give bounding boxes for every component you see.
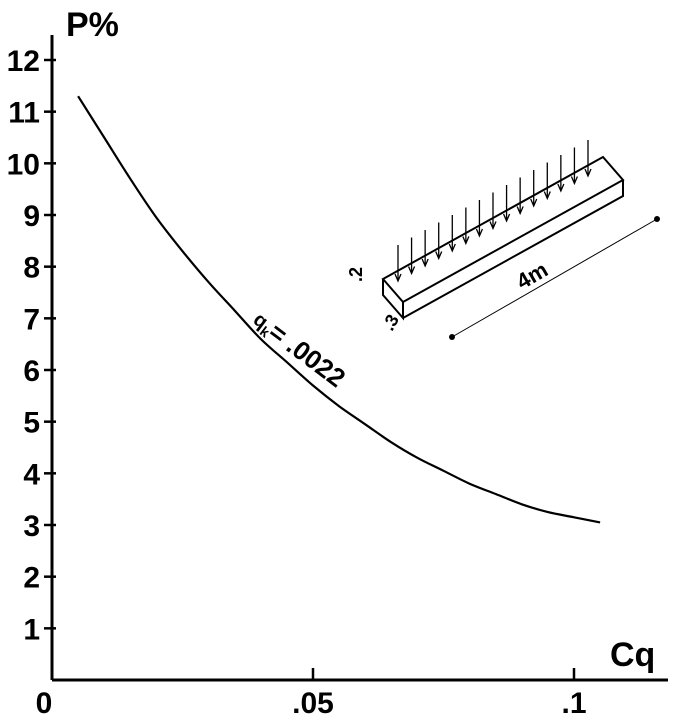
load-arrow-icon (475, 200, 484, 238)
y-tick-label: 9 (23, 200, 40, 233)
x-axis-title: Cq (610, 636, 655, 674)
load-arrows (394, 140, 592, 283)
x-tick-label: .05 (292, 687, 334, 718)
x-ticks: 0 .05 .1 (36, 668, 587, 718)
x-tick-label: 0 (36, 687, 53, 718)
curve-annotation: qk= .0022 (247, 304, 351, 393)
beam-body (381, 155, 625, 321)
y-tick-label: 7 (23, 303, 40, 336)
load-arrow-icon (502, 185, 511, 223)
y-tick-label: 1 (23, 613, 40, 646)
load-arrow-icon (448, 215, 456, 253)
y-tick-label: 6 (23, 355, 40, 388)
y-tick-label: 12 (7, 45, 40, 78)
y-tick-label: 4 (23, 458, 40, 491)
y-tick-label: 2 (23, 562, 40, 595)
load-arrow-icon (570, 147, 579, 186)
load-arrow-icon (435, 222, 443, 261)
load-arrow-icon (462, 207, 470, 246)
y-tick-label: 3 (23, 510, 40, 543)
load-arrow-icon (557, 155, 565, 193)
load-arrow-icon (394, 245, 402, 283)
beam-inset: 4m .2 .3 (346, 140, 660, 340)
series-line (77, 95, 601, 524)
load-arrow-icon (543, 162, 551, 201)
load-arrow-icon (489, 192, 497, 231)
y-axis-title: P% (66, 6, 119, 44)
y-tick-label: 5 (23, 407, 40, 440)
svg-text:qk= .0022: qk= .0022 (247, 304, 351, 393)
axes (50, 35, 668, 682)
dimension-marker-icon (449, 334, 455, 340)
y-tick-label: 11 (8, 97, 40, 130)
x-tick-label: .1 (561, 687, 586, 718)
load-arrow-icon (516, 177, 524, 216)
load-arrow-icon (584, 140, 592, 178)
y-tick-label: 10 (7, 148, 40, 181)
load-arrow-icon (530, 170, 538, 208)
height-label: .2 (346, 267, 366, 282)
load-arrow-icon (421, 230, 429, 268)
y-tick-label: 8 (23, 252, 40, 285)
load-arrow-icon (407, 237, 416, 276)
dimension-marker-icon (654, 216, 660, 222)
length-dimension-line (451, 218, 658, 338)
length-label: 4m (512, 257, 552, 295)
